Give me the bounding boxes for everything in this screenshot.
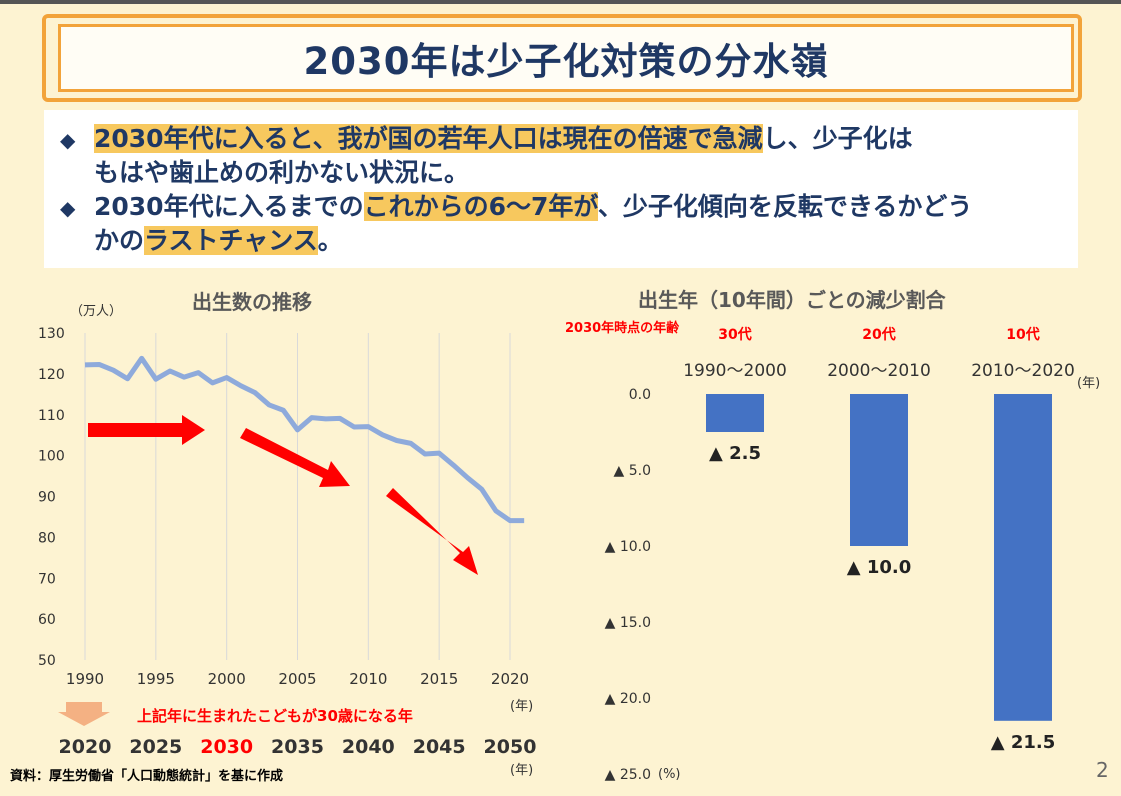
bullet-2-highlight: これからの6～7年が	[363, 192, 598, 221]
age-header: 2030年時点の年齢	[565, 320, 680, 336]
left-chart-unit: （万人）	[70, 304, 122, 319]
left-x-tick-label: 1990	[66, 670, 104, 688]
bar-value-label: ▲ 21.5	[991, 732, 1056, 753]
left-y-tick-label: 100	[38, 449, 65, 465]
bullet-1-line2: もはや歯止めの利かない状況に。	[94, 158, 470, 187]
source-footer: 資料：厚生労働省「人口動態統計」を基に作成	[10, 769, 284, 784]
top-border	[0, 0, 1121, 4]
arrow-note: 上記年に生まれたこどもが30歳になる年	[137, 707, 413, 725]
age30-year-label: 2050	[484, 736, 537, 758]
bar-age-label: 10代	[1006, 326, 1039, 343]
right-chart: 2030年時点の年齢 (年) 0.0 ▲ 5.0 ▲ 10.0 ▲ 15.0 ▲ 20.…	[565, 320, 1100, 783]
bullet-1: ◆ 2030年代に入ると、我が国の若年人口は現在の倍速で急減し、少子化は もはや…	[60, 122, 1078, 190]
bar	[850, 394, 908, 546]
right-y-tick-label: ▲ 20.0	[605, 691, 651, 707]
trend-arrow-down-2	[386, 488, 478, 575]
trend-arrow-down-1	[240, 428, 350, 487]
right-y-tick-label: ▲ 10.0	[605, 539, 651, 555]
bullet-2-pre: 2030年代に入るまでの	[94, 192, 364, 221]
bar-age-label: 20代	[862, 326, 895, 343]
age30-year-label: 2040	[342, 736, 395, 758]
bullet-2: ◆ 2030年代に入るまでのこれからの6～7年が、少子化傾向を反転できるかどう …	[60, 190, 1078, 258]
left-year-unit: (年)	[510, 699, 533, 714]
right-year-unit: (年)	[1077, 376, 1100, 391]
left-x-tick-label: 2005	[278, 670, 316, 688]
left-y-tick-label: 90	[38, 490, 56, 506]
right-y-tick-label: ▲ 25.0	[605, 767, 651, 783]
bar-age-label: 30代	[718, 326, 751, 343]
age30-year-label: 2045	[413, 736, 466, 758]
left-y-tick-label: 110	[38, 408, 65, 424]
right-y-tick-label: ▲ 5.0	[614, 463, 651, 479]
bullet-1-text: し、少子化は	[762, 124, 913, 153]
left-y-tick-label: 70	[38, 571, 56, 587]
bullet-2-line2-end: 。	[317, 226, 343, 255]
age30-year-label: 2030	[200, 736, 253, 758]
diamond-bullet-icon: ◆	[60, 196, 76, 220]
bullet-2-text: 、少子化傾向を反転できるかどう	[597, 192, 973, 221]
bar	[706, 394, 764, 432]
trend-arrow-flat	[88, 415, 205, 445]
bullet-1-highlight: 2030年代に入ると、我が国の若年人口は現在の倍速で急減	[94, 124, 763, 153]
page-number: 2	[1096, 758, 1109, 782]
title-frame	[42, 14, 1082, 102]
bar-category-label: 1990～2000	[683, 361, 787, 381]
right-y-tick-label: ▲ 15.0	[605, 615, 651, 631]
page-title: 2030年は少子化対策の分水嶺	[303, 40, 829, 83]
pct-unit: (%)	[658, 767, 681, 782]
bar-category-label: 2000～2010	[827, 361, 931, 381]
diamond-bullet-icon: ◆	[60, 128, 76, 152]
bar-category-label: 2010～2020	[971, 361, 1075, 381]
title-box: 2030年は少子化対策の分水嶺	[58, 24, 1074, 92]
bar	[994, 394, 1052, 721]
left-year-unit-2: (年)	[510, 763, 533, 778]
down-arrow-icon	[58, 702, 110, 726]
left-y-tick-label: 120	[38, 367, 65, 383]
bar-value-label: ▲ 10.0	[847, 557, 912, 578]
left-x-tick-label: 1995	[137, 670, 175, 688]
left-chart: （万人） 130 120 110 100 90 80 70 60 50 1990 1995 2000…	[38, 304, 537, 778]
bar-value-label: ▲ 2.5	[709, 443, 761, 464]
bullet-2-line2-highlight: ラストチャンス	[144, 226, 318, 255]
age30-year-label: 2025	[129, 736, 182, 758]
left-y-tick-label: 50	[38, 653, 56, 669]
bullet-2-line2-pre: かの	[94, 226, 145, 255]
age30-year-label: 2020	[59, 736, 112, 758]
left-x-tick-label: 2015	[420, 670, 458, 688]
right-chart-title: 出生年（10年間）ごとの減少割合	[638, 288, 946, 312]
left-y-tick-label: 60	[38, 612, 56, 628]
age30-year-label: 2035	[271, 736, 324, 758]
left-x-tick-label: 2010	[349, 670, 387, 688]
left-x-tick-label: 2000	[208, 670, 246, 688]
right-y-tick-label: 0.0	[629, 387, 651, 403]
left-x-tick-label: 2020	[491, 670, 529, 688]
birth-line-series	[84, 355, 525, 524]
left-chart-title: 出生数の推移	[192, 290, 312, 314]
bullet-box: ◆ 2030年代に入ると、我が国の若年人口は現在の倍速で急減し、少子化は もはや…	[44, 110, 1078, 268]
left-y-tick-label: 80	[38, 530, 56, 546]
left-y-tick-label: 130	[38, 326, 65, 342]
